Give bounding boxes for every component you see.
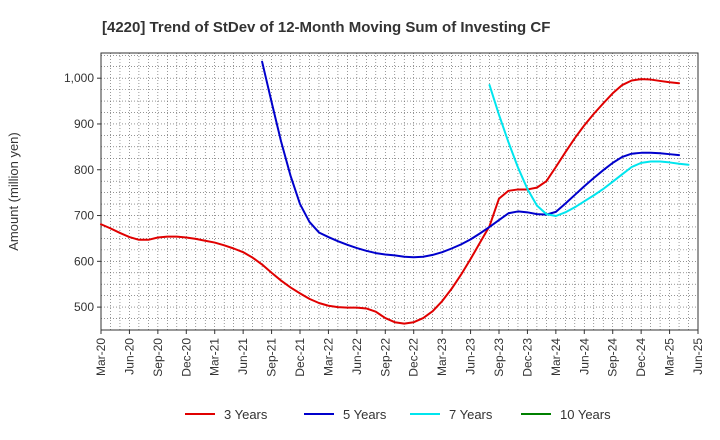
x-tick-label: Mar-22: [321, 338, 335, 376]
x-tick-label: Dec-22: [407, 338, 421, 377]
x-tick-label: Dec-23: [520, 338, 534, 377]
x-tick-label: Mar-20: [94, 338, 108, 376]
plot-background: [101, 53, 698, 330]
x-tick-label: Mar-23: [435, 338, 449, 376]
x-tick-label: Sep-24: [606, 338, 620, 377]
x-tick-label: Jun-25: [691, 338, 705, 375]
y-tick-label: 700: [74, 209, 94, 223]
x-tick-label: Sep-23: [492, 338, 506, 377]
x-tick-label: Jun-20: [122, 338, 136, 375]
y-tick-label: 600: [74, 254, 94, 268]
series-line-7-years: [488, 84, 690, 217]
x-tick-label: Sep-22: [378, 338, 392, 377]
x-tick-label: Dec-20: [179, 338, 193, 377]
legend-label-3-years: 3 Years: [224, 407, 268, 422]
legend-label-10-years: 10 Years: [560, 407, 611, 422]
y-axis-label: Amount (million yen): [6, 132, 21, 251]
x-tick-label: Sep-21: [265, 338, 279, 377]
legend-label-7-years: 7 Years: [449, 407, 493, 422]
y-tick-label: 500: [74, 300, 94, 314]
x-tick-label: Mar-21: [208, 338, 222, 376]
series-line-5-years: [261, 60, 681, 259]
legend-label-5-years: 5 Years: [343, 407, 387, 422]
y-tick-label: 1,000: [64, 71, 94, 85]
x-tick-label: Jun-22: [350, 338, 364, 375]
x-tick-label: Mar-24: [549, 338, 563, 376]
chart-title: [4220] Trend of StDev of 12-Month Moving…: [102, 19, 550, 36]
plot-area: 500 600 700 800 900 1,000 Mar-20 Jun-20 Sep-20 De…: [64, 52, 705, 377]
x-tick-label: Jun-23: [464, 338, 478, 375]
x-tick-label: Dec-24: [634, 338, 648, 377]
x-tick-label: Mar-25: [663, 338, 677, 376]
series-line-3-years: [100, 78, 681, 325]
x-tick-label: Jun-24: [577, 338, 591, 375]
legend: 3 Years 5 Years 7 Years 10 Years: [185, 407, 611, 422]
y-tick-label: 900: [74, 117, 94, 131]
x-tick-label: Dec-21: [293, 338, 307, 377]
y-tick-label: 800: [74, 163, 94, 177]
x-tick-label: Jun-21: [236, 338, 250, 375]
x-tick-label: Sep-20: [151, 338, 165, 377]
plot-frame: [100, 52, 699, 331]
